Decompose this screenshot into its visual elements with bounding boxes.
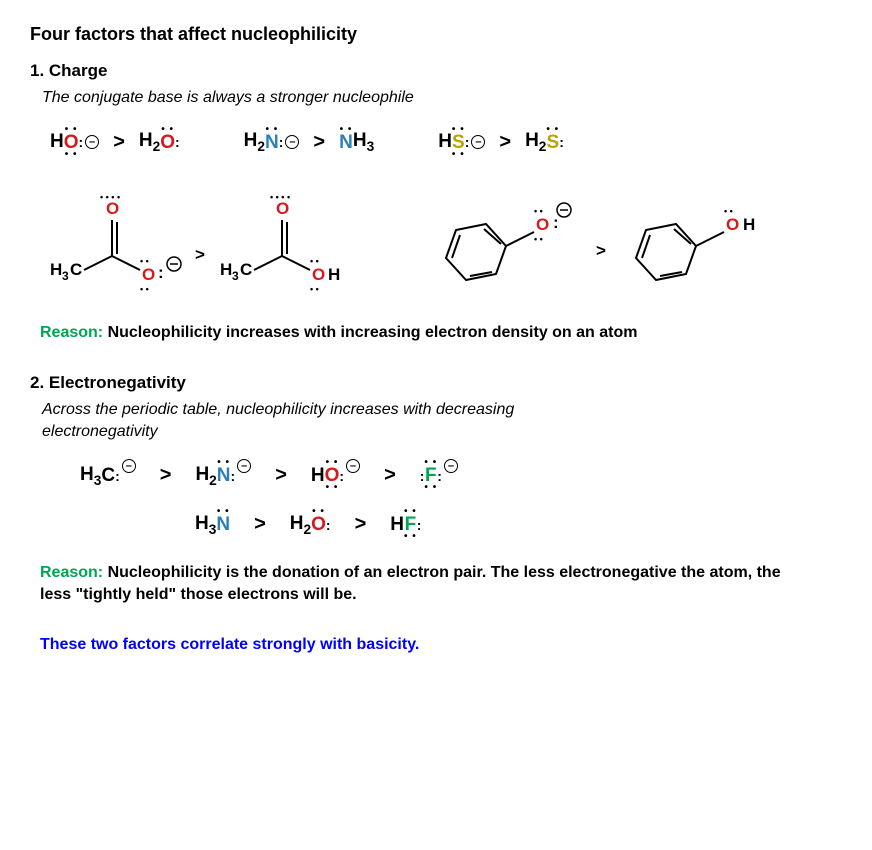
svg-text:C: C	[240, 260, 252, 279]
section1-subtitle: The conjugate base is always a stronger …	[42, 87, 842, 109]
gt: >	[269, 464, 293, 487]
section2-reason: Reason: Nucleophilicity is the donation …	[40, 562, 800, 605]
reason-label: Reason:	[40, 324, 103, 341]
section1-reason: Reason: Nucleophilicity increases with i…	[40, 322, 842, 344]
species-amide: H2 • • N : –	[244, 127, 300, 158]
svg-text:O: O	[536, 215, 549, 234]
svg-text:H: H	[220, 260, 232, 279]
species-nh3: H3 • •N	[195, 509, 230, 540]
svg-text:C: C	[70, 260, 82, 279]
acetate-pair: H 3 C O • • • • O : • • • • > H 3 C O • …	[40, 180, 420, 300]
svg-text:• •: • •	[724, 206, 733, 216]
section1-heading: 1. Charge	[30, 61, 842, 81]
reason-label: Reason:	[40, 564, 103, 581]
species-oh: H • •O• • : –	[311, 460, 360, 491]
section2-subtitle: Across the periodic table, nucleophilici…	[42, 399, 522, 442]
species-ammonia: • • N H3	[339, 127, 374, 158]
species-ch3: H3 C: –	[80, 464, 136, 488]
svg-text:• •: • •	[140, 284, 149, 294]
gt: >	[307, 131, 331, 154]
svg-text:• •: • •	[534, 206, 543, 216]
svg-text:O: O	[726, 215, 739, 234]
svg-text:O: O	[312, 265, 325, 284]
reason-text: Nucleophilicity increases with increasin…	[103, 324, 637, 341]
species-hydroxide: H • • O • • : –	[50, 127, 99, 158]
svg-text:• •: • •	[310, 284, 319, 294]
svg-text:• •: • •	[310, 256, 319, 266]
charge-row-structures: H 3 C O • • • • O : • • • • > H 3 C O • …	[40, 180, 842, 300]
svg-text::: :	[553, 213, 559, 232]
svg-text:3: 3	[62, 269, 69, 283]
electronegativity-row-anions: H3 C: – > H2 • •N : – > H • •O• • : – > …	[80, 460, 842, 491]
svg-text:3: 3	[232, 269, 239, 283]
species-water: H2 • • O :	[139, 127, 180, 158]
reason-text: Nucleophilicity is the donation of an el…	[40, 564, 781, 603]
svg-text:H: H	[328, 265, 340, 284]
svg-text:• •: • •	[534, 234, 543, 244]
gt: >	[349, 513, 373, 536]
svg-text:H: H	[50, 260, 62, 279]
svg-text:• • • •: • • • •	[270, 192, 290, 202]
species-f: : • •F• • : –	[420, 460, 458, 491]
species-nh2: H2 • •N : –	[195, 460, 251, 491]
species-h2o: H2 • •O :	[290, 509, 331, 540]
gt: >	[248, 513, 272, 536]
gt: >	[107, 131, 131, 154]
gt: >	[154, 464, 178, 487]
charge-row-simple: H • • O • • : – > H2 • • O : H2 • • N : …	[50, 127, 842, 158]
species-hydrosulfide: H • • S • • : –	[438, 127, 485, 158]
svg-text:• •: • •	[140, 256, 149, 266]
species-h2s: H2 • • S :	[525, 127, 564, 158]
final-note: These two factors correlate strongly wit…	[40, 636, 842, 654]
page-title: Four factors that affect nucleophilicity	[30, 24, 842, 45]
electronegativity-row-neutrals: H3 • •N > H2 • •O : > H • •F• • :	[195, 509, 842, 540]
svg-text:>: >	[596, 241, 606, 260]
gt: >	[378, 464, 402, 487]
svg-text:• • • •: • • • •	[100, 192, 120, 202]
species-hf: H • •F• • :	[390, 509, 421, 540]
svg-text:O: O	[142, 265, 155, 284]
svg-text:>: >	[195, 245, 205, 264]
phenoxide-pair: O : • • • • > O • • H	[426, 180, 826, 300]
svg-text::: :	[158, 263, 164, 282]
svg-text:H: H	[743, 215, 755, 234]
section2-heading: 2. Electronegativity	[30, 373, 842, 393]
gt: >	[493, 131, 517, 154]
